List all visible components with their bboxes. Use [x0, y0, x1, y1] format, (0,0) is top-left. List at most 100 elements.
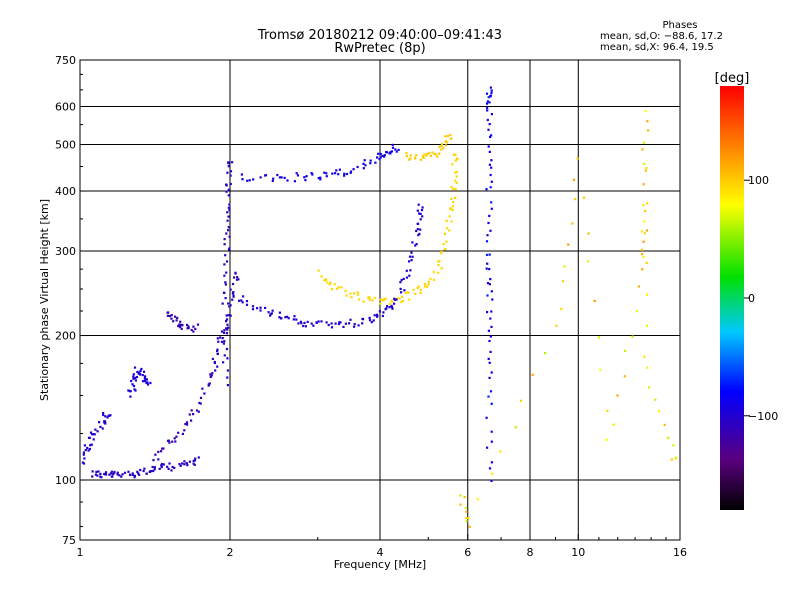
data-point	[188, 413, 191, 416]
data-point	[489, 335, 492, 338]
colorbar-label: [deg]	[715, 71, 750, 86]
data-point	[131, 473, 134, 476]
data-point	[337, 173, 340, 176]
data-point	[311, 173, 314, 176]
y-tick-label: 200	[55, 330, 76, 343]
data-point	[519, 399, 523, 402]
data-point	[405, 276, 409, 279]
data-point	[170, 314, 173, 317]
data-point	[132, 373, 135, 376]
data-point	[400, 301, 403, 304]
data-point	[488, 150, 491, 153]
data-point	[144, 375, 147, 378]
data-point	[448, 229, 451, 232]
data-point	[225, 314, 228, 317]
data-point	[382, 299, 385, 302]
data-point	[86, 446, 89, 450]
data-point	[485, 188, 488, 191]
data-point	[606, 409, 609, 412]
data-point	[362, 300, 365, 303]
data-point	[227, 165, 230, 168]
y-tick-label: 600	[55, 101, 76, 114]
data-point	[385, 151, 388, 154]
data-point	[129, 473, 132, 476]
data-point	[489, 135, 492, 139]
data-point	[131, 383, 134, 386]
data-point	[378, 157, 381, 161]
data-point	[438, 145, 441, 148]
data-point	[490, 89, 493, 92]
data-point	[642, 183, 645, 186]
data-point	[422, 156, 425, 159]
data-point	[245, 303, 249, 306]
data-point	[293, 315, 296, 318]
data-point	[96, 430, 99, 433]
data-point	[225, 332, 228, 335]
data-point	[113, 472, 116, 475]
data-point	[624, 349, 627, 352]
data-point	[443, 248, 446, 251]
data-point	[134, 379, 137, 382]
data-point	[440, 148, 443, 151]
data-point	[87, 449, 90, 452]
data-point	[408, 158, 411, 161]
data-point	[146, 381, 149, 384]
data-point	[292, 318, 295, 321]
data-point	[171, 465, 174, 469]
data-point	[419, 218, 422, 221]
data-point	[344, 289, 347, 293]
data-point	[302, 324, 305, 328]
data-point	[464, 506, 467, 510]
x-tick-label: 4	[377, 546, 384, 559]
colorbar-tick-label: −100	[748, 410, 778, 423]
data-point	[216, 348, 219, 351]
data-point	[342, 325, 345, 328]
y-tick-label: 500	[55, 139, 76, 152]
data-point	[325, 172, 328, 175]
data-point	[245, 300, 249, 303]
data-point	[201, 387, 204, 390]
data-point	[220, 330, 224, 333]
data-point	[158, 467, 161, 470]
data-point	[167, 467, 170, 470]
data-point	[226, 376, 229, 379]
data-point	[177, 431, 180, 434]
data-point	[323, 171, 326, 174]
data-point	[362, 167, 365, 170]
data-point	[454, 196, 457, 199]
data-point	[225, 232, 228, 235]
data-point	[468, 525, 471, 528]
data-point	[642, 204, 645, 207]
data-point	[449, 207, 452, 210]
data-point	[334, 172, 337, 175]
data-point	[489, 95, 492, 98]
data-point	[246, 179, 249, 182]
data-point	[138, 371, 141, 374]
data-point	[226, 369, 229, 372]
data-point	[192, 413, 195, 416]
data-point	[252, 178, 255, 181]
data-point	[444, 140, 447, 143]
data-point	[645, 261, 648, 264]
data-point	[259, 309, 262, 312]
data-point	[419, 158, 422, 161]
data-point	[362, 318, 365, 321]
data-point	[144, 378, 147, 381]
data-point	[371, 299, 374, 302]
data-point	[224, 283, 227, 286]
data-point	[563, 265, 566, 268]
data-point	[445, 219, 448, 222]
data-point	[490, 91, 493, 94]
data-point	[304, 325, 307, 328]
data-point	[456, 157, 459, 161]
data-point	[386, 305, 389, 308]
data-point	[451, 163, 454, 166]
data-point	[223, 329, 226, 332]
data-point	[486, 282, 490, 285]
data-point	[166, 465, 169, 468]
data-point	[421, 155, 424, 158]
data-point	[593, 299, 596, 302]
data-point	[623, 375, 626, 378]
data-point	[235, 278, 239, 281]
data-point	[415, 243, 418, 246]
